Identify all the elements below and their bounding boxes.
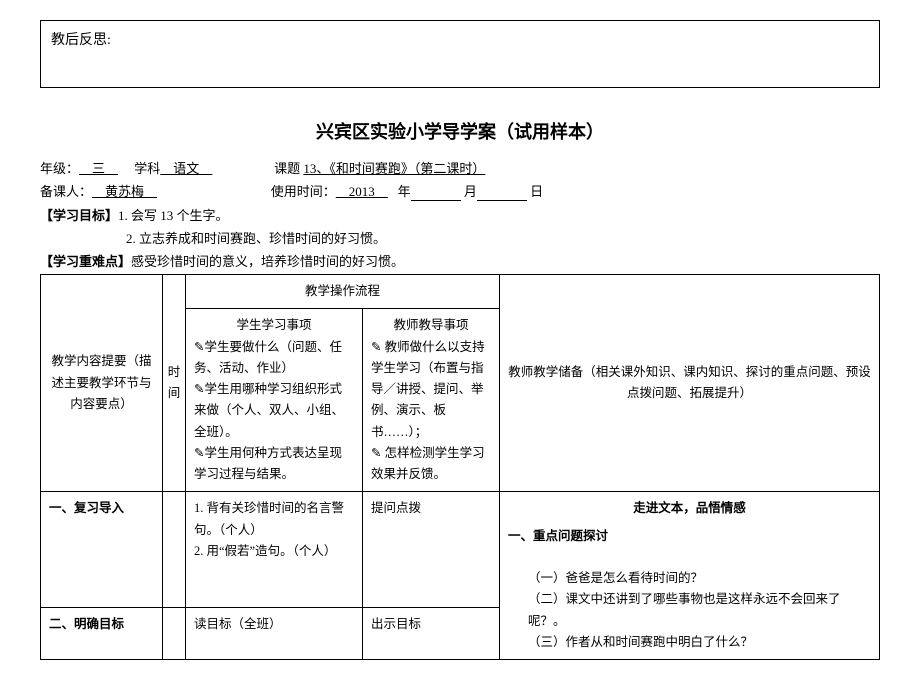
student-b3: ✎学生用何种方式表达呈现学习过程与结果。 — [194, 443, 354, 486]
subject-value: 语文 — [160, 158, 212, 177]
row1-time — [163, 492, 186, 608]
objective-1: 1. 会写 13 个生字。 — [118, 208, 229, 223]
preparer-label: 备课人： — [40, 184, 92, 199]
student-b1: ✎学生要做什么（问题、任务、活动、作业） — [194, 337, 354, 380]
student-col: 学生学习事项 ✎学生要做什么（问题、任务、活动、作业） ✎学生用哪种学习组织形式… — [186, 309, 363, 492]
row2-student: 读目标（全班） — [186, 608, 363, 660]
student-header: 学生学习事项 — [194, 315, 354, 336]
keypoint-label: 【学习重难点】 — [40, 254, 131, 269]
teacher-b2: ✎ 怎样检测学生学习效果并反馈。 — [371, 443, 491, 486]
grade-label: 年级： — [40, 161, 79, 176]
month-char: 月 — [464, 184, 477, 199]
flow-header: 教学操作流程 — [186, 275, 500, 309]
row2-name: 二、明确目标 — [41, 608, 163, 660]
row1-name: 一、复习导入 — [41, 492, 163, 608]
grade-value: 三 — [79, 158, 118, 177]
keypoint-line: 【学习重难点】感受珍惜时间的意义，培养珍惜时间的好习惯。 — [40, 251, 880, 270]
lesson-label: 课题 — [274, 161, 300, 176]
month-blank — [411, 184, 461, 201]
row1-student: 1. 背有关珍惜时间的名言警句。（个人） 2. 用“假若”造句。（个人） — [186, 492, 363, 608]
row2-time — [163, 608, 186, 660]
preparer-value: 黄苏梅 — [92, 181, 157, 200]
subject-label: 学科 — [134, 161, 160, 176]
info-line-2: 备课人： 黄苏梅 使用时间： 2013 年 月 日 — [40, 181, 880, 201]
lesson-value: 13、《和时间赛跑》（第二课时） — [303, 158, 485, 177]
reflection-box: 教后反思: — [40, 20, 880, 88]
info-line-1: 年级： 三 学科 语文 课题 13、《和时间赛跑》（第二课时） — [40, 158, 880, 177]
objective-2: 2. 立志养成和时间赛跑、珍惜时间的好习惯。 — [40, 228, 880, 247]
keypoint-text: 感受珍惜时间的意义，培养珍惜时间的好习惯。 — [131, 254, 404, 269]
day-blank — [477, 184, 527, 201]
right-sub1: 一、重点问题探讨 — [508, 529, 608, 543]
row2-teacher: 出示目标 — [363, 608, 500, 660]
objectives-label: 【学习目标】 — [40, 208, 118, 223]
year-char: 年 — [398, 184, 411, 199]
q3: （三）作者从和时间赛跑中明白了什么？ — [508, 632, 871, 653]
usedate-year: 2013 — [336, 181, 388, 200]
right-heading: 走进文本，品悟情感 — [508, 498, 871, 519]
q1: （一）爸爸是怎么看待时间的？ — [508, 568, 871, 589]
teacher-col: 教师教导事项 ✎ 教师做什么以支持学生学习（布置与指导／讲授、提问、举例、演示、… — [363, 309, 500, 492]
row1-name-text: 一、复习导入 — [49, 501, 124, 515]
reflection-label: 教后反思: — [51, 33, 111, 48]
q2: （二）课文中还讲到了哪些事物也是这样永远不会回来了呢？。 — [508, 589, 871, 632]
teacher-header: 教师教导事项 — [371, 315, 491, 336]
col-summary: 教学内容提要（描述主要教学环节与内容要点） — [41, 275, 163, 492]
objectives-line: 【学习目标】1. 会写 13 个生字。 — [40, 205, 880, 224]
day-char: 日 — [530, 184, 543, 199]
right-block: 走进文本，品悟情感 一、重点问题探讨 （一）爸爸是怎么看待时间的？ （二）课文中… — [500, 492, 880, 660]
lesson-table: 教学内容提要（描述主要教学环节与内容要点） 时间 教学操作流程 教师教学储备（相… — [40, 274, 880, 660]
row2-name-text: 二、明确目标 — [49, 617, 124, 631]
student-b2: ✎学生用哪种学习组织形式来做（个人、双人、小组、全班）。 — [194, 379, 354, 443]
row1-teacher: 提问点拨 — [363, 492, 500, 608]
col-time: 时间 — [163, 275, 186, 492]
page-title: 兴宾区实验小学导学案（试用样本） — [40, 118, 880, 144]
teacher-b1: ✎ 教师做什么以支持学生学习（布置与指导／讲授、提问、举例、演示、板书……）； — [371, 337, 491, 443]
reserve-header: 教师教学储备（相关课外知识、课内知识、探讨的重点问题、预设点拨问题、拓展提升） — [500, 275, 880, 492]
usedate-label: 使用时间： — [271, 184, 336, 199]
